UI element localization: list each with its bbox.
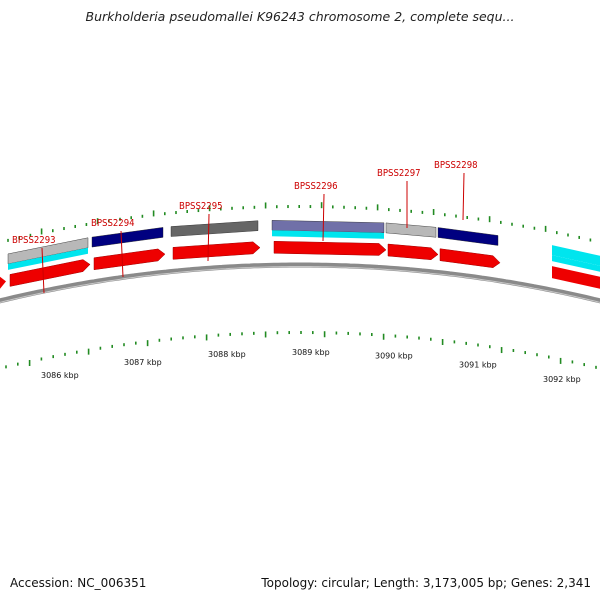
genome-summary: Topology: circular; Length: 3,173,005 bp… (261, 576, 591, 590)
kbp-scale-label: 3092 kbp (543, 375, 581, 384)
gene-feature-bar (170, 220, 259, 237)
gene-feature-bar (385, 222, 437, 238)
kbp-scale-label: 3087 kbp (124, 358, 162, 367)
gene-label-leader (462, 172, 465, 221)
backbone-highlight (0, 266, 600, 303)
cds-arrow (387, 243, 439, 261)
edge-annotation-bar-right (552, 255, 600, 272)
gene-annotation-bar (8, 247, 88, 270)
gene-annotation-bar (272, 230, 384, 239)
gene-label: BPSS2296 (294, 181, 338, 192)
gene-label-leader (41, 247, 45, 294)
gene-feature-bar (91, 227, 164, 248)
gene-label: BPSS2295 (179, 201, 223, 212)
cds-arrow (93, 248, 166, 271)
gene-feature-bar (437, 227, 499, 246)
map-title: Burkholderia pseudomallei K96243 chromos… (85, 9, 515, 24)
gene-label-leader (322, 193, 325, 242)
backbone-line (0, 262, 600, 304)
cds-arrow (9, 259, 91, 287)
gene-label-leader (120, 230, 124, 278)
kbp-scale-label: 3089 kbp (292, 348, 330, 357)
gene-label: BPSS2298 (434, 160, 478, 171)
cds-arrow (273, 241, 387, 256)
kbp-scale-label: 3090 kbp (375, 351, 413, 360)
gene-bpss2294: BPSS2294 (91, 218, 166, 278)
gene-bpss2293: BPSS2293 (7, 235, 91, 294)
gene-label: BPSS2297 (377, 168, 421, 179)
gene-feature-bar (271, 220, 385, 233)
gene-label: BPSS2294 (91, 218, 135, 229)
gene-bpss2298: BPSS2298 (434, 160, 501, 268)
gene-bpss2296: BPSS2296 (271, 181, 387, 256)
cds-arrow (172, 241, 261, 260)
edge-cds-arrow-right (552, 266, 600, 289)
gene-bpss2295: BPSS2295 (170, 201, 261, 262)
edge-cds-arrow-left (0, 276, 6, 289)
edge-feature-bar-right (552, 245, 600, 266)
gene-label-leader (207, 213, 210, 262)
kbp-scale-label: 3091 kbp (459, 360, 497, 369)
gene-label: BPSS2293 (12, 235, 56, 246)
kbp-scale-label: 3088 kbp (208, 350, 246, 359)
accession-label: Accession: NC_006351 (10, 576, 147, 590)
gene-bpss2297: BPSS2297 (377, 168, 439, 261)
kbp-scale-label: 3086 kbp (41, 371, 79, 380)
cds-arrow (439, 248, 501, 268)
